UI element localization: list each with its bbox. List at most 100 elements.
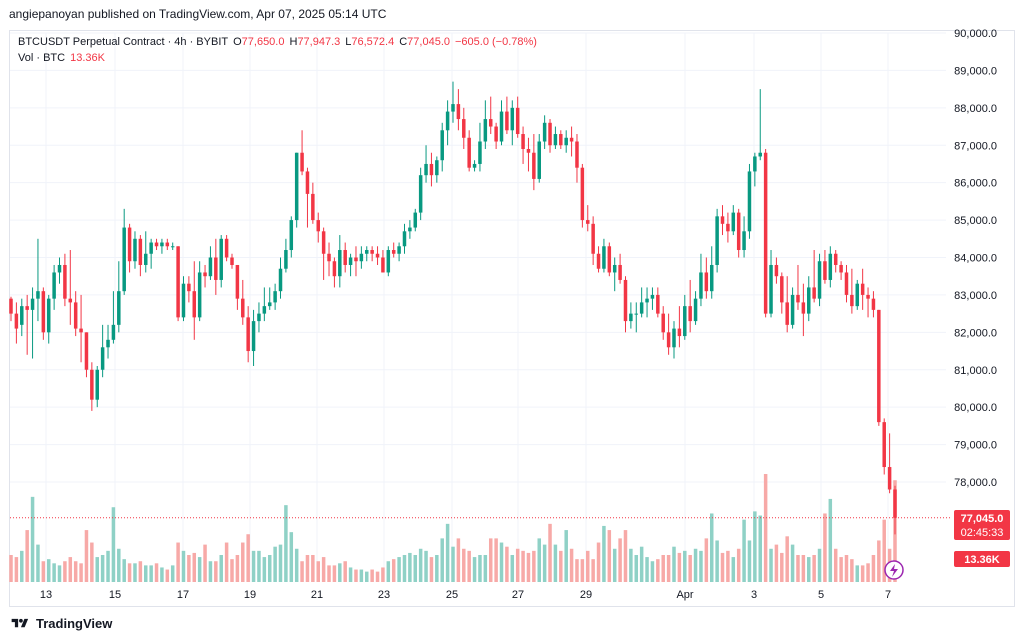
candle-body bbox=[499, 111, 504, 142]
candle-body bbox=[95, 369, 99, 400]
volume-bar bbox=[230, 559, 234, 582]
candle-body bbox=[241, 298, 245, 318]
time-tick-label: 25 bbox=[446, 589, 458, 601]
volume-bar bbox=[63, 561, 67, 582]
volume-bar bbox=[46, 559, 51, 582]
volume-bar bbox=[580, 559, 585, 582]
candle-body bbox=[343, 250, 347, 265]
volume-bar bbox=[154, 563, 159, 582]
candle-body bbox=[478, 141, 482, 164]
volume-bar bbox=[877, 540, 881, 582]
candle-body bbox=[429, 163, 434, 176]
candle-body bbox=[327, 253, 331, 262]
volume-bar bbox=[381, 567, 385, 582]
volume-bar bbox=[181, 550, 186, 582]
candle-body bbox=[391, 250, 396, 254]
volume-bar bbox=[796, 555, 800, 582]
candle-body bbox=[402, 231, 407, 247]
volume-bar bbox=[338, 563, 342, 582]
volume-bar bbox=[192, 552, 197, 582]
candle-body bbox=[445, 111, 450, 131]
volume-bar bbox=[294, 548, 299, 582]
candle-body bbox=[618, 264, 622, 280]
volume-bar bbox=[165, 569, 170, 582]
candle-body bbox=[106, 339, 110, 348]
price-tick-label: 87,000.0 bbox=[954, 140, 997, 152]
candle-body bbox=[494, 126, 498, 142]
volume-bar bbox=[462, 548, 466, 582]
volume-bar bbox=[564, 530, 568, 582]
price-tick-label: 90,000.0 bbox=[954, 28, 997, 40]
volume-bar bbox=[332, 565, 337, 582]
volume-bar bbox=[758, 515, 762, 582]
footer-brand[interactable]: TradingView bbox=[10, 616, 112, 631]
volume-bar bbox=[467, 550, 471, 582]
candle-body bbox=[709, 264, 714, 292]
volume-bar bbox=[219, 555, 223, 582]
volume-bar bbox=[629, 548, 633, 582]
candle-body bbox=[338, 250, 342, 277]
candle-body bbox=[284, 250, 288, 269]
candle-body bbox=[305, 171, 310, 194]
chart-frame[interactable] bbox=[9, 30, 1015, 607]
last-price-badge bbox=[954, 510, 1010, 540]
volume-bar bbox=[699, 550, 703, 582]
symbol-label[interactable]: BTCUSDT Perpetual Contract · 4h · BYBIT bbox=[18, 36, 229, 48]
volume-bar bbox=[30, 496, 35, 582]
volume-label[interactable]: Vol · BTC bbox=[18, 52, 66, 64]
volume-bar bbox=[95, 557, 99, 582]
volume-bar bbox=[451, 546, 455, 582]
volume-bar bbox=[839, 557, 843, 582]
volume-bar bbox=[645, 557, 649, 582]
volume-bar bbox=[882, 519, 886, 582]
volume-bar bbox=[208, 561, 213, 582]
candle-body bbox=[747, 171, 752, 232]
price-tick-label: 81,000.0 bbox=[954, 365, 997, 377]
volume-bar bbox=[214, 561, 218, 582]
candle-body bbox=[133, 238, 137, 262]
price-tick-label: 78,000.0 bbox=[954, 477, 997, 489]
volume-bar bbox=[510, 555, 515, 582]
candle-body bbox=[780, 276, 784, 303]
volume-bar bbox=[354, 569, 358, 582]
price-tick-label: 86,000.0 bbox=[954, 178, 997, 190]
candle-body bbox=[456, 104, 461, 120]
volume-bar bbox=[176, 542, 180, 582]
candle-body bbox=[790, 294, 795, 325]
candle-body bbox=[467, 137, 471, 168]
time-tick-label: 7 bbox=[885, 589, 891, 601]
volume-bar bbox=[365, 571, 369, 582]
candle-body bbox=[542, 122, 547, 142]
candle-body bbox=[30, 298, 35, 310]
candle-body bbox=[564, 137, 568, 146]
volume-bar bbox=[731, 557, 736, 582]
candle-body bbox=[235, 264, 240, 299]
price-axis: 90,000.0 89,000.0 88,000.0 87,000.0 86,000.0… bbox=[954, 28, 997, 489]
candle-body bbox=[359, 253, 364, 262]
volume-bar bbox=[855, 565, 860, 582]
volume-bar bbox=[440, 538, 444, 582]
volume-bar bbox=[224, 542, 229, 582]
candle-body bbox=[197, 272, 202, 318]
volume-bar bbox=[709, 513, 714, 582]
time-tick-label: 3 bbox=[751, 589, 757, 601]
candle-body bbox=[46, 298, 51, 333]
candle-body bbox=[596, 253, 601, 269]
volume-bar bbox=[311, 555, 315, 582]
volume-bar bbox=[435, 555, 439, 582]
candle-body bbox=[397, 246, 401, 254]
volume-bar bbox=[866, 563, 870, 582]
tradingview-logo-icon bbox=[11, 618, 29, 628]
candle-body bbox=[656, 294, 660, 314]
candle-body bbox=[208, 257, 213, 277]
candle-body bbox=[176, 246, 180, 318]
candle-body bbox=[602, 246, 606, 269]
candle-body bbox=[68, 298, 73, 303]
candle-body bbox=[699, 272, 703, 299]
candle-body bbox=[693, 298, 698, 322]
candle-body bbox=[833, 253, 838, 265]
volume-bar bbox=[844, 555, 849, 582]
lightning-icon[interactable] bbox=[884, 560, 904, 580]
candle-body bbox=[844, 272, 849, 295]
